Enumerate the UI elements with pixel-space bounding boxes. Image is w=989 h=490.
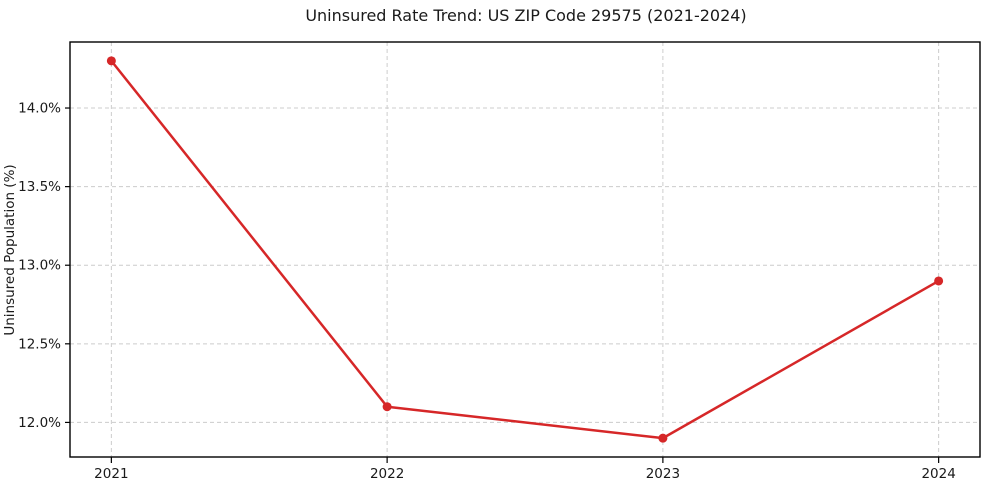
trend-line bbox=[110, 59, 940, 440]
chart-title: Uninsured Rate Trend: US ZIP Code 29575 … bbox=[305, 6, 746, 25]
grid-layer bbox=[70, 42, 980, 457]
y-tick-label: 12.5% bbox=[18, 336, 61, 352]
series-layer bbox=[106, 56, 944, 443]
axis-layer: 12.0% 12.5% 13.0% 13.5% 14.0% 2021 2022 2023 202… bbox=[18, 41, 981, 482]
data-point bbox=[934, 276, 944, 286]
data-point bbox=[658, 433, 668, 443]
x-tick-label: 2024 bbox=[921, 466, 955, 482]
x-tick-label: 2022 bbox=[370, 466, 404, 482]
x-tick-label: 2023 bbox=[646, 466, 680, 482]
data-point bbox=[106, 56, 116, 66]
plot-border bbox=[69, 41, 981, 458]
data-point bbox=[382, 402, 392, 412]
y-tick-label: 12.0% bbox=[18, 415, 61, 431]
y-axis-label: Uninsured Population (%) bbox=[2, 164, 18, 335]
y-tick-label: 13.0% bbox=[18, 258, 61, 274]
y-tick-label: 13.5% bbox=[18, 179, 61, 195]
x-tick-label: 2021 bbox=[94, 466, 128, 482]
y-tick-label: 14.0% bbox=[18, 101, 61, 117]
